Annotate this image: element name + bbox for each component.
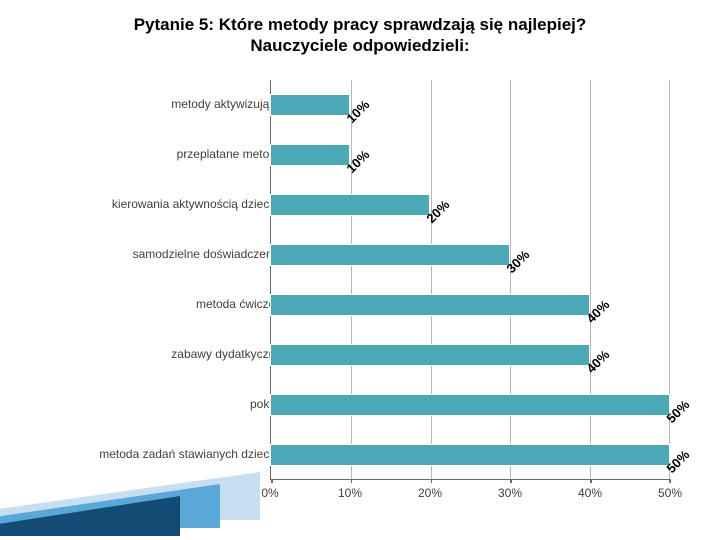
title-line1: Pytanie 5: Które metody pracy sprawdzają…	[134, 15, 587, 34]
category-row: metoda zadań stawianych dziecku50%	[70, 430, 690, 480]
x-axis-label: 30%	[498, 486, 522, 500]
bar	[270, 444, 670, 466]
bar	[270, 94, 350, 116]
x-axis-label: 40%	[578, 486, 602, 500]
category-row: samodzielne doświadczenia30%	[70, 230, 690, 280]
chart: metody aktywizujące10%przeplatane metody…	[70, 80, 690, 510]
category-row: kierowania aktywnością dziecka20%	[70, 180, 690, 230]
category-label: metody aktywizujące	[92, 98, 282, 112]
bar	[270, 294, 590, 316]
category-label: przeplatane metody	[92, 148, 282, 162]
category-label: metoda zadań stawianych dziecku	[92, 448, 282, 462]
category-row: metoda ćwiczeń40%	[70, 280, 690, 330]
bar	[270, 144, 350, 166]
category-row: metody aktywizujące10%	[70, 80, 690, 130]
category-row: przeplatane metody10%	[70, 130, 690, 180]
bar	[270, 344, 590, 366]
category-row: pokaz50%	[70, 380, 690, 430]
chart-title: Pytanie 5: Które metody pracy sprawdzają…	[0, 0, 720, 61]
title-line2: Nauczyciele odpowiedzieli:	[250, 36, 469, 55]
category-row: zabawy dydatkyczne40%	[70, 330, 690, 380]
category-label: pokaz	[92, 398, 282, 412]
x-axis-label: 50%	[658, 486, 682, 500]
category-label: kierowania aktywnością dziecka	[92, 198, 282, 212]
category-label: samodzielne doświadczenia	[92, 248, 282, 262]
x-axis-label: 10%	[338, 486, 362, 500]
x-axis-label: 20%	[418, 486, 442, 500]
category-label: zabawy dydatkyczne	[92, 348, 282, 362]
category-label: metoda ćwiczeń	[92, 298, 282, 312]
bar	[270, 194, 430, 216]
x-axis-label: 0%	[261, 486, 278, 500]
bar	[270, 394, 670, 416]
bar	[270, 244, 510, 266]
